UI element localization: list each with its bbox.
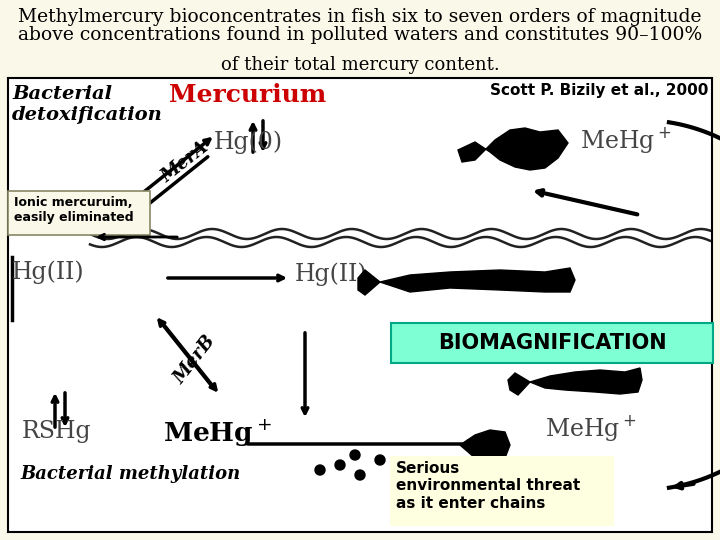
Text: MerA: MerA	[158, 138, 212, 186]
Text: Mercurium: Mercurium	[169, 83, 327, 107]
Text: Ionic mercuruim,
easily eliminated: Ionic mercuruim, easily eliminated	[14, 196, 134, 224]
FancyBboxPatch shape	[8, 78, 712, 532]
Circle shape	[315, 465, 325, 475]
Text: RSHg: RSHg	[22, 420, 91, 443]
Circle shape	[355, 470, 365, 480]
Text: MerB: MerB	[171, 332, 220, 388]
Text: Scott P. Bizily et al., 2000: Scott P. Bizily et al., 2000	[490, 83, 708, 98]
Circle shape	[375, 455, 385, 465]
Text: Hg(0): Hg(0)	[213, 130, 282, 153]
Text: Hg(II): Hg(II)	[12, 260, 85, 284]
FancyBboxPatch shape	[390, 456, 614, 526]
Polygon shape	[458, 128, 568, 170]
Polygon shape	[358, 270, 380, 295]
FancyBboxPatch shape	[8, 191, 150, 235]
Text: MeHg$^+$: MeHg$^+$	[163, 418, 272, 449]
Polygon shape	[530, 368, 642, 394]
FancyBboxPatch shape	[391, 323, 713, 363]
Text: Hg(II): Hg(II)	[295, 262, 368, 286]
Text: MeHg$^+$: MeHg$^+$	[545, 413, 636, 443]
Polygon shape	[460, 430, 510, 462]
Text: above concentrations found in polluted waters and constitutes 90–100%: above concentrations found in polluted w…	[18, 26, 702, 44]
Circle shape	[350, 450, 360, 460]
Text: MeHg$^+$: MeHg$^+$	[580, 125, 672, 155]
Polygon shape	[380, 268, 575, 292]
Text: Bacterial methylation: Bacterial methylation	[20, 465, 240, 483]
Text: BIOMAGNIFICATION: BIOMAGNIFICATION	[438, 333, 666, 353]
Text: Bacterial
detoxification: Bacterial detoxification	[12, 85, 163, 124]
Text: Serious
environmental threat
as it enter chains: Serious environmental threat as it enter…	[396, 461, 580, 511]
Text: Methylmercury bioconcentrates in fish six to seven orders of magnitude: Methylmercury bioconcentrates in fish si…	[18, 8, 702, 26]
Polygon shape	[508, 373, 530, 395]
Text: of their total mercury content.: of their total mercury content.	[220, 56, 500, 74]
Circle shape	[335, 460, 345, 470]
